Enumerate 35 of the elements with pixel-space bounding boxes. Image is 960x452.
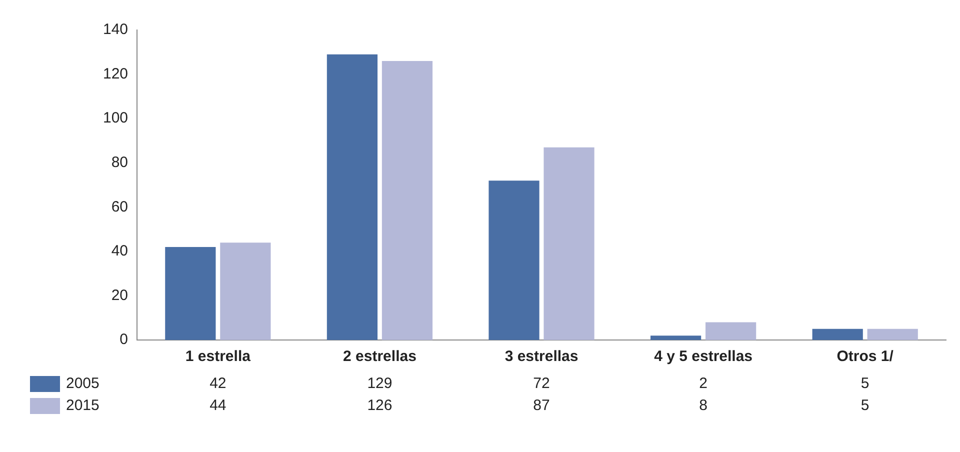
bar [488, 180, 540, 340]
bar [165, 247, 216, 340]
legend-label: 2015 [66, 397, 100, 414]
legend-label: 2005 [66, 375, 100, 392]
bar [382, 61, 433, 340]
bar [812, 328, 863, 340]
bar [544, 147, 594, 340]
x-tick-label: 1 estrella [185, 348, 252, 366]
bar [867, 328, 918, 340]
data-label: 5 [860, 375, 870, 392]
bar [706, 322, 756, 340]
bar [650, 336, 702, 340]
bar [220, 242, 271, 340]
y-tick-label: 20 [111, 286, 128, 304]
data-label: 72 [533, 375, 550, 392]
data-label: 126 [367, 397, 392, 414]
data-label: 2 [699, 375, 708, 392]
x-tick-label: 3 estrellas [504, 348, 578, 366]
data-label: 87 [533, 397, 550, 414]
y-tick-label: 60 [111, 198, 128, 216]
x-tick-label: 2 estrellas [343, 348, 416, 366]
x-tick-label: 4 y 5 estrellas [654, 348, 753, 366]
y-tick-label: 80 [111, 154, 128, 171]
y-tick-label: 100 [102, 110, 128, 127]
y-tick-label: 40 [111, 242, 128, 260]
bar [326, 54, 378, 340]
data-label: 42 [210, 375, 226, 392]
data-label: 129 [367, 375, 392, 392]
data-label: 8 [699, 397, 708, 414]
y-tick-label: 120 [102, 65, 128, 82]
y-tick-label: 0 [120, 331, 128, 348]
data-label: 44 [210, 397, 226, 414]
x-tick-label: Otros 1/ [836, 348, 894, 366]
y-tick-label: 140 [102, 21, 128, 38]
data-label: 5 [860, 397, 870, 414]
